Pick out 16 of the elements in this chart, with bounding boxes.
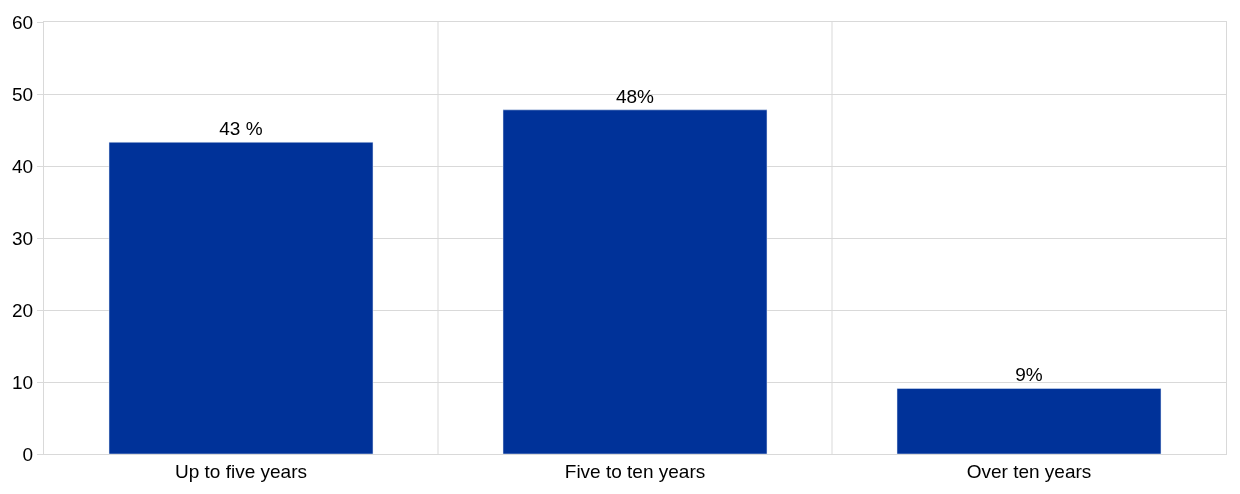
data-label: 9%	[1015, 364, 1043, 386]
data-label: 48%	[615, 85, 655, 107]
y-tick-label: 40	[12, 155, 34, 177]
y-tick-label: 10	[12, 371, 34, 393]
y-tick-label: 0	[22, 443, 34, 465]
y-tick-label: 20	[12, 299, 34, 321]
x-tick-label: Up to five years	[175, 460, 307, 482]
bar	[502, 109, 768, 454]
y-tick-label: 50	[12, 83, 34, 105]
data-label: 43 %	[219, 118, 263, 140]
y-tick-label: 60	[12, 11, 34, 33]
bar	[108, 141, 374, 454]
bar	[896, 388, 1162, 454]
x-tick-label: Over ten years	[966, 460, 1092, 482]
y-tick-label: 30	[12, 227, 34, 249]
x-tick-label: Five to ten years	[564, 460, 706, 482]
